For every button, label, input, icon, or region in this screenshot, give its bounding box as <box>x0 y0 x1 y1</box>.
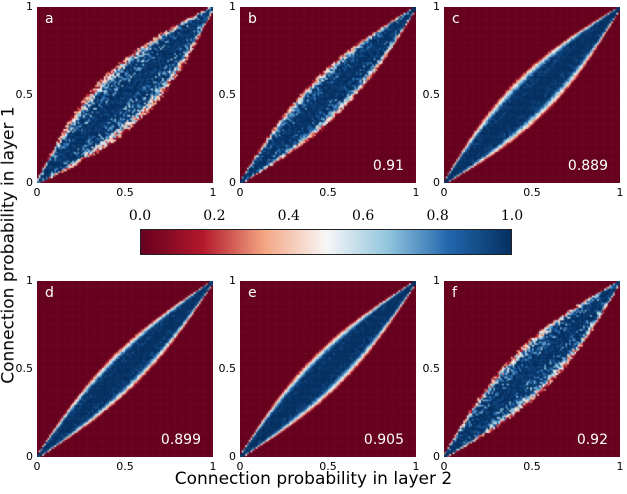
panel-value-e: 0.905 <box>363 432 404 448</box>
x-tick-label: 0.5 <box>523 460 541 473</box>
y-tick-label: 1 <box>433 0 440 13</box>
y-tick-label: 0 <box>229 176 236 189</box>
y-tick-label: 0.5 <box>218 88 237 101</box>
x-tick-label: 1 <box>209 186 217 199</box>
y-tick-label: 0 <box>26 176 33 189</box>
y-tick-label: 1 <box>26 274 33 287</box>
y-tick-label: 1 <box>26 0 33 13</box>
panel-label-b: b <box>248 11 257 27</box>
colorbar-tick-label: 0.0 <box>128 208 152 224</box>
x-tick-label: 0.5 <box>523 186 541 199</box>
y-tick-label: 0 <box>433 450 440 463</box>
x-tick-label: 1 <box>412 460 420 473</box>
x-tick-label: 1 <box>209 460 217 473</box>
colorbar-tick-label: 0.2 <box>203 208 226 224</box>
y-tick-label: 1 <box>229 274 236 287</box>
colorbar-tick-label: 0.8 <box>426 208 449 224</box>
panel-value-b: 0.91 <box>372 158 404 174</box>
panel-value-c: 0.889 <box>567 158 608 174</box>
x-tick-label: 1 <box>616 186 624 199</box>
x-tick-label: 0 <box>33 186 41 199</box>
x-tick-label: 0 <box>236 460 244 473</box>
heatmap-panel-c <box>444 7 620 183</box>
colorbar-tick-label: 0.6 <box>352 208 375 224</box>
x-tick-label: 1 <box>412 186 420 199</box>
panel-label-e: e <box>248 285 257 301</box>
heatmap-panel-d <box>37 281 213 457</box>
y-tick-label: 0.5 <box>15 88 34 101</box>
panel-label-d: d <box>45 285 54 301</box>
panel-value-f: 0.92 <box>576 432 608 448</box>
heatmap-panel-a <box>37 7 213 183</box>
y-tick-label: 0.5 <box>422 362 441 375</box>
panel-label-a: a <box>45 11 54 27</box>
y-tick-label: 0.5 <box>15 362 34 375</box>
y-tick-label: 0.5 <box>422 88 441 101</box>
x-tick-label: 0.5 <box>319 460 337 473</box>
x-tick-label: 0.5 <box>319 186 337 199</box>
x-tick-label: 0 <box>236 186 244 199</box>
panel-label-c: c <box>452 11 460 27</box>
x-tick-label: 0.5 <box>116 460 134 473</box>
y-tick-label: 0.5 <box>218 362 237 375</box>
heatmap-panel-e <box>240 281 416 457</box>
panel-label-f: f <box>452 285 457 301</box>
y-tick-label: 0 <box>433 176 440 189</box>
x-tick-label: 0 <box>440 186 448 199</box>
x-tick-label: 0.5 <box>116 186 134 199</box>
colorbar-tick-label: 0.4 <box>277 208 300 224</box>
heatmap-panel-b <box>240 7 416 183</box>
colorbar-tick-label: 1.0 <box>500 208 524 224</box>
y-axis-label: Connection probability in layer 1 <box>0 106 19 384</box>
panel-value-d: 0.899 <box>160 432 201 448</box>
y-tick-label: 1 <box>229 0 236 13</box>
y-tick-label: 0 <box>229 450 236 463</box>
colorbar <box>140 229 512 255</box>
x-axis-label: Connection probability in layer 2 <box>174 469 453 489</box>
heatmap-panel-f <box>444 281 620 457</box>
x-tick-label: 0 <box>440 460 448 473</box>
y-tick-label: 1 <box>433 274 440 287</box>
x-tick-label: 1 <box>616 460 624 473</box>
y-tick-label: 0 <box>26 450 33 463</box>
x-tick-label: 0 <box>33 460 41 473</box>
